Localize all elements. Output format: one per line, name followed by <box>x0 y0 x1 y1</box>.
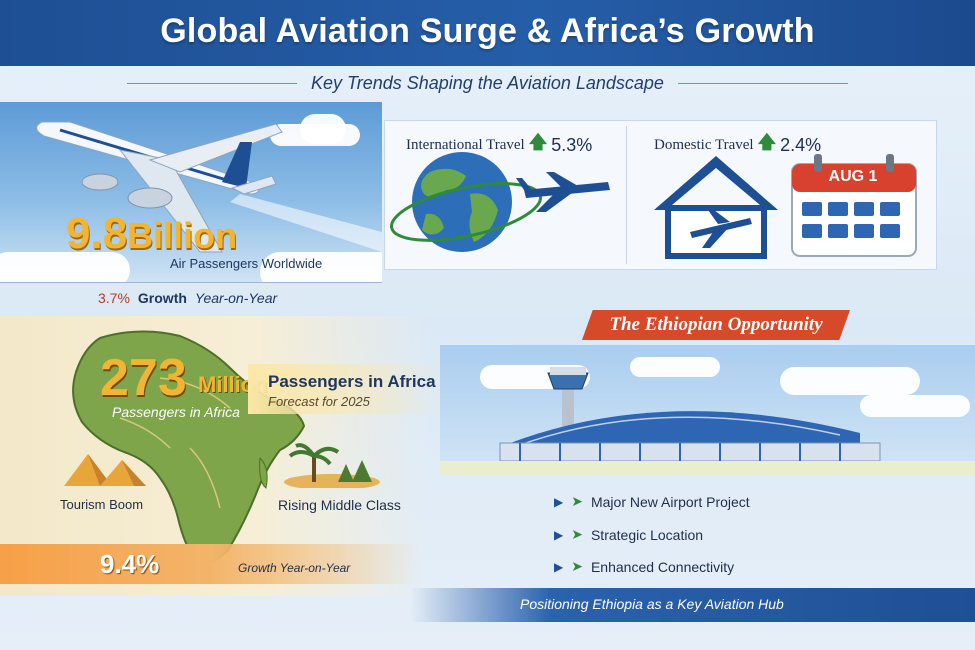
calendar-date: AUG 1 <box>828 168 878 185</box>
africa-growth-pct: 9.4% <box>100 549 160 579</box>
africa-growth-band <box>0 544 420 584</box>
footer-band <box>410 588 975 622</box>
tourism-label: Tourism Boom <box>60 497 144 512</box>
africa-map-caption: Passengers in Africa <box>112 404 240 420</box>
domestic-travel-row: Domestic Travel 🡅 2.4% <box>654 130 821 160</box>
arrow-icon: ➤ <box>571 558 583 574</box>
arrow-icon: ➤ <box>571 493 583 509</box>
global-number: 9.8 <box>66 209 128 258</box>
domestic-label: Domestic Travel <box>654 136 754 153</box>
middle-class-label: Rising Middle Class <box>278 497 401 513</box>
subtitle-rule-left <box>127 82 298 84</box>
pyramids-icon <box>64 454 146 486</box>
up-arrow-icon: 🡅 <box>528 132 548 152</box>
international-label: International Travel <box>406 136 525 153</box>
footer-text: Positioning Ethiopia as a Key Aviation H… <box>520 596 784 612</box>
africa-forecast: Forecast for 2025 <box>268 394 370 409</box>
page-subtitle: Key Trends Shaping the Aviation Landscap… <box>311 72 664 93</box>
bullet-triangle-icon: ▶ <box>554 559 564 574</box>
control-tower-icon <box>547 367 589 435</box>
africa-number: 273 <box>100 349 187 407</box>
header-bar <box>0 0 975 66</box>
bullet-triangle-icon: ▶ <box>554 494 564 509</box>
bullet-strategic-location: ▶ ➤ Strategic Location <box>554 526 703 543</box>
africa-label: Passengers in Africa <box>268 372 436 391</box>
airport-terminal-icon <box>440 367 975 475</box>
calendar-icon <box>791 154 917 257</box>
page-title: Global Aviation Surge & Africa’s Growth <box>160 12 815 50</box>
bullet-triangle-icon: ▶ <box>554 527 564 542</box>
global-growth-suffix: Year-on-Year <box>194 289 278 306</box>
global-sky-panel <box>0 102 382 282</box>
bullet-airport-project: ▶ ➤ Major New Airport Project <box>554 493 750 510</box>
globe-icon <box>389 152 610 252</box>
global-growth-pct: 3.7% <box>98 289 130 306</box>
bullet-label: Strategic Location <box>590 526 704 543</box>
global-growth-word: Growth <box>137 289 187 306</box>
airplane-icon <box>690 210 752 248</box>
airplane-icon <box>36 121 382 253</box>
palm-tree-icon <box>284 443 380 488</box>
house-icon <box>654 156 778 259</box>
international-travel-row: International Travel 🡅 5.3% <box>406 130 592 160</box>
global-growth-row: 3.7% Growth Year-on-Year <box>0 282 382 312</box>
subtitle-row: Key Trends Shaping the Aviation Landscap… <box>0 68 975 98</box>
ethiopian-banner: The Ethiopian Opportunity <box>582 310 850 340</box>
travel-divider <box>626 126 627 264</box>
global-unit: Billion <box>127 215 238 256</box>
subtitle-rule-right <box>677 82 848 84</box>
bullet-label: Enhanced Connectivity <box>590 558 735 575</box>
africa-growth-text: Growth Year-on-Year <box>238 561 351 575</box>
up-arrow-icon: 🡅 <box>757 132 777 152</box>
domestic-value: 2.4% <box>780 134 822 155</box>
international-value: 5.3% <box>551 134 593 155</box>
global-caption: Air Passengers Worldwide <box>170 256 323 271</box>
bullet-connectivity: ▶ ➤ Enhanced Connectivity <box>554 558 734 575</box>
airport-scene <box>440 345 975 475</box>
airplane-icon <box>516 172 610 212</box>
global-passenger-stat: 9.8Billion <box>66 212 237 256</box>
bullet-label: Major New Airport Project <box>590 493 750 510</box>
africa-label-band <box>248 364 448 414</box>
arrow-icon: ➤ <box>571 526 583 542</box>
